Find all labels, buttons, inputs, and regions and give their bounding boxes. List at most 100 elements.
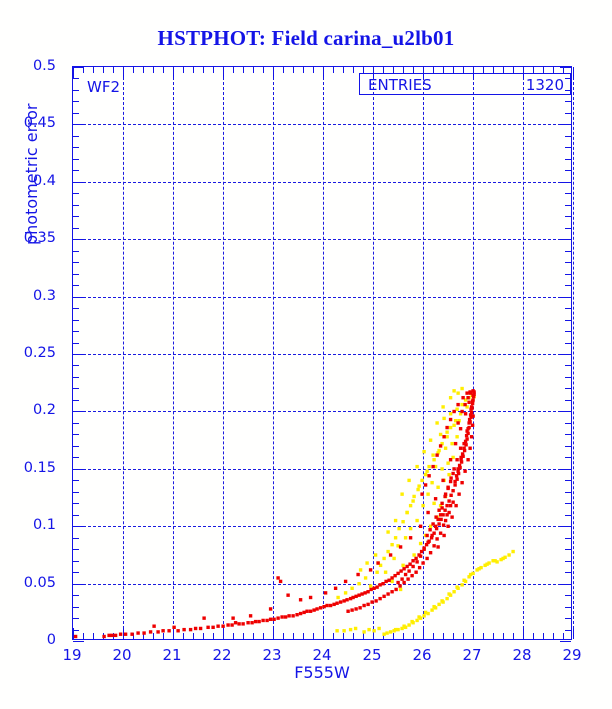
scatter-point xyxy=(445,503,449,508)
scatter-point xyxy=(407,478,411,483)
scatter-point xyxy=(443,508,447,512)
y-tick-minor xyxy=(73,89,79,91)
scatter-point xyxy=(443,518,448,523)
scatter-point xyxy=(462,441,466,446)
x-tick-minor xyxy=(443,633,444,639)
scatter-point xyxy=(439,517,443,522)
scatter-point xyxy=(308,609,313,613)
x-tick-major xyxy=(373,628,374,639)
scatter-point xyxy=(447,592,451,596)
x-tick-major xyxy=(123,628,124,639)
x-tick-minor-top xyxy=(443,67,444,73)
gridline-horizontal xyxy=(73,354,571,355)
scatter-point xyxy=(343,579,348,584)
scatter-point xyxy=(336,595,340,600)
scatter-point xyxy=(467,575,471,579)
scatter-point xyxy=(467,421,471,425)
scatter-point xyxy=(448,479,453,484)
scatter-point xyxy=(390,579,394,584)
scatter-point xyxy=(393,518,398,523)
scatter-point xyxy=(435,453,439,457)
scatter-point xyxy=(363,576,368,580)
scatter-point xyxy=(435,537,439,541)
x-tick-minor-top xyxy=(553,67,554,73)
scatter-point xyxy=(354,594,358,599)
x-tick-minor-top xyxy=(113,67,114,73)
scatter-point xyxy=(440,599,444,603)
y-tick-minor xyxy=(73,147,79,149)
y-tick-minor xyxy=(73,503,79,505)
x-tick-minor-top xyxy=(503,67,504,73)
scatter-point xyxy=(230,623,234,627)
scatter-point xyxy=(467,400,471,405)
scatter-point xyxy=(268,607,273,611)
scatter-point xyxy=(493,559,497,563)
scatter-point xyxy=(460,386,464,391)
scatter-point xyxy=(432,544,436,548)
scatter-point xyxy=(485,562,489,566)
scatter-point xyxy=(463,398,468,402)
y-tick-minor-right xyxy=(565,629,571,631)
y-tick-minor-right xyxy=(565,158,571,160)
scatter-point xyxy=(366,602,370,607)
scatter-point xyxy=(465,405,469,409)
y-tick-minor xyxy=(73,273,79,275)
scatter-point xyxy=(458,412,463,416)
x-tick-minor xyxy=(253,633,254,639)
x-tick-minor xyxy=(353,633,354,639)
scatter-point xyxy=(202,616,206,620)
y-tick-major xyxy=(73,583,84,585)
x-tick-label: 29 xyxy=(562,646,582,664)
y-tick-major-right xyxy=(560,526,571,528)
y-tick-minor-right xyxy=(565,89,571,91)
scatter-point xyxy=(414,556,418,561)
scatter-point xyxy=(436,545,440,549)
scatter-point xyxy=(136,631,140,635)
y-tick-major xyxy=(73,354,84,355)
scatter-point xyxy=(358,606,362,610)
scatter-point xyxy=(465,429,469,433)
scatter-point xyxy=(365,561,369,565)
scatter-point xyxy=(463,579,468,584)
x-tick-major xyxy=(523,628,524,639)
scatter-point xyxy=(452,423,456,427)
x-tick-minor xyxy=(93,633,94,639)
scatter-point xyxy=(455,407,459,411)
x-tick-major-top xyxy=(523,67,524,78)
scatter-point xyxy=(467,425,471,430)
scatter-point xyxy=(400,626,404,631)
scatter-point xyxy=(161,629,165,633)
x-tick-minor xyxy=(333,633,334,639)
scatter-point xyxy=(462,446,466,450)
scatter-point xyxy=(388,630,393,634)
scatter-point xyxy=(412,553,416,557)
scatter-point xyxy=(475,568,479,572)
x-tick-major-top xyxy=(473,67,474,78)
scatter-point xyxy=(402,624,406,628)
scatter-point xyxy=(411,499,415,503)
x-tick-minor-top xyxy=(203,67,204,73)
stats-entries-label: ENTRIES xyxy=(368,76,432,94)
y-tick-minor xyxy=(73,216,79,218)
scatter-point xyxy=(454,503,458,508)
scatter-point xyxy=(261,618,265,623)
scatter-point xyxy=(405,564,409,569)
scatter-point xyxy=(414,570,418,574)
scatter-point xyxy=(176,629,180,633)
detector-chip-label: WF2 xyxy=(87,78,121,96)
scatter-point xyxy=(464,443,468,447)
scatter-point xyxy=(430,480,434,485)
scatter-point xyxy=(426,611,430,616)
x-tick-minor-top xyxy=(383,67,384,73)
y-tick-minor-right xyxy=(565,216,571,218)
x-tick-minor-top xyxy=(263,67,264,73)
y-tick-minor xyxy=(73,595,79,597)
x-tick-minor-top xyxy=(193,67,194,73)
x-tick-major-top xyxy=(323,67,324,78)
scatter-point xyxy=(302,610,306,615)
scatter-point xyxy=(448,593,453,597)
scatter-point xyxy=(407,623,411,627)
scatter-point xyxy=(428,528,432,532)
scatter-point xyxy=(438,503,443,508)
scatter-point xyxy=(107,633,111,638)
